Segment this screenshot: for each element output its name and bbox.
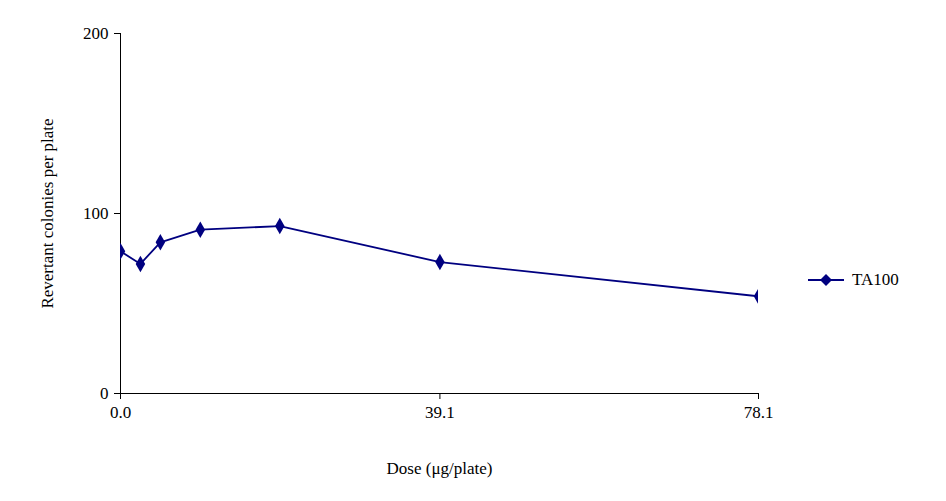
html-text:TA100: TA100 — [852, 270, 899, 289]
svg-text:78.1: 78.1 — [744, 403, 774, 422]
svg-text:200: 200 — [83, 24, 109, 43]
svg-text:39.1: 39.1 — [425, 403, 455, 422]
svg-text:Revertant colonies per plate: Revertant colonies per plate — [38, 118, 57, 308]
svg-text:0.0: 0.0 — [110, 403, 131, 422]
svg-text:0: 0 — [100, 384, 109, 403]
svg-text:100: 100 — [83, 204, 109, 223]
svg-text:Dose (μg/plate): Dose (μg/plate) — [387, 459, 493, 478]
